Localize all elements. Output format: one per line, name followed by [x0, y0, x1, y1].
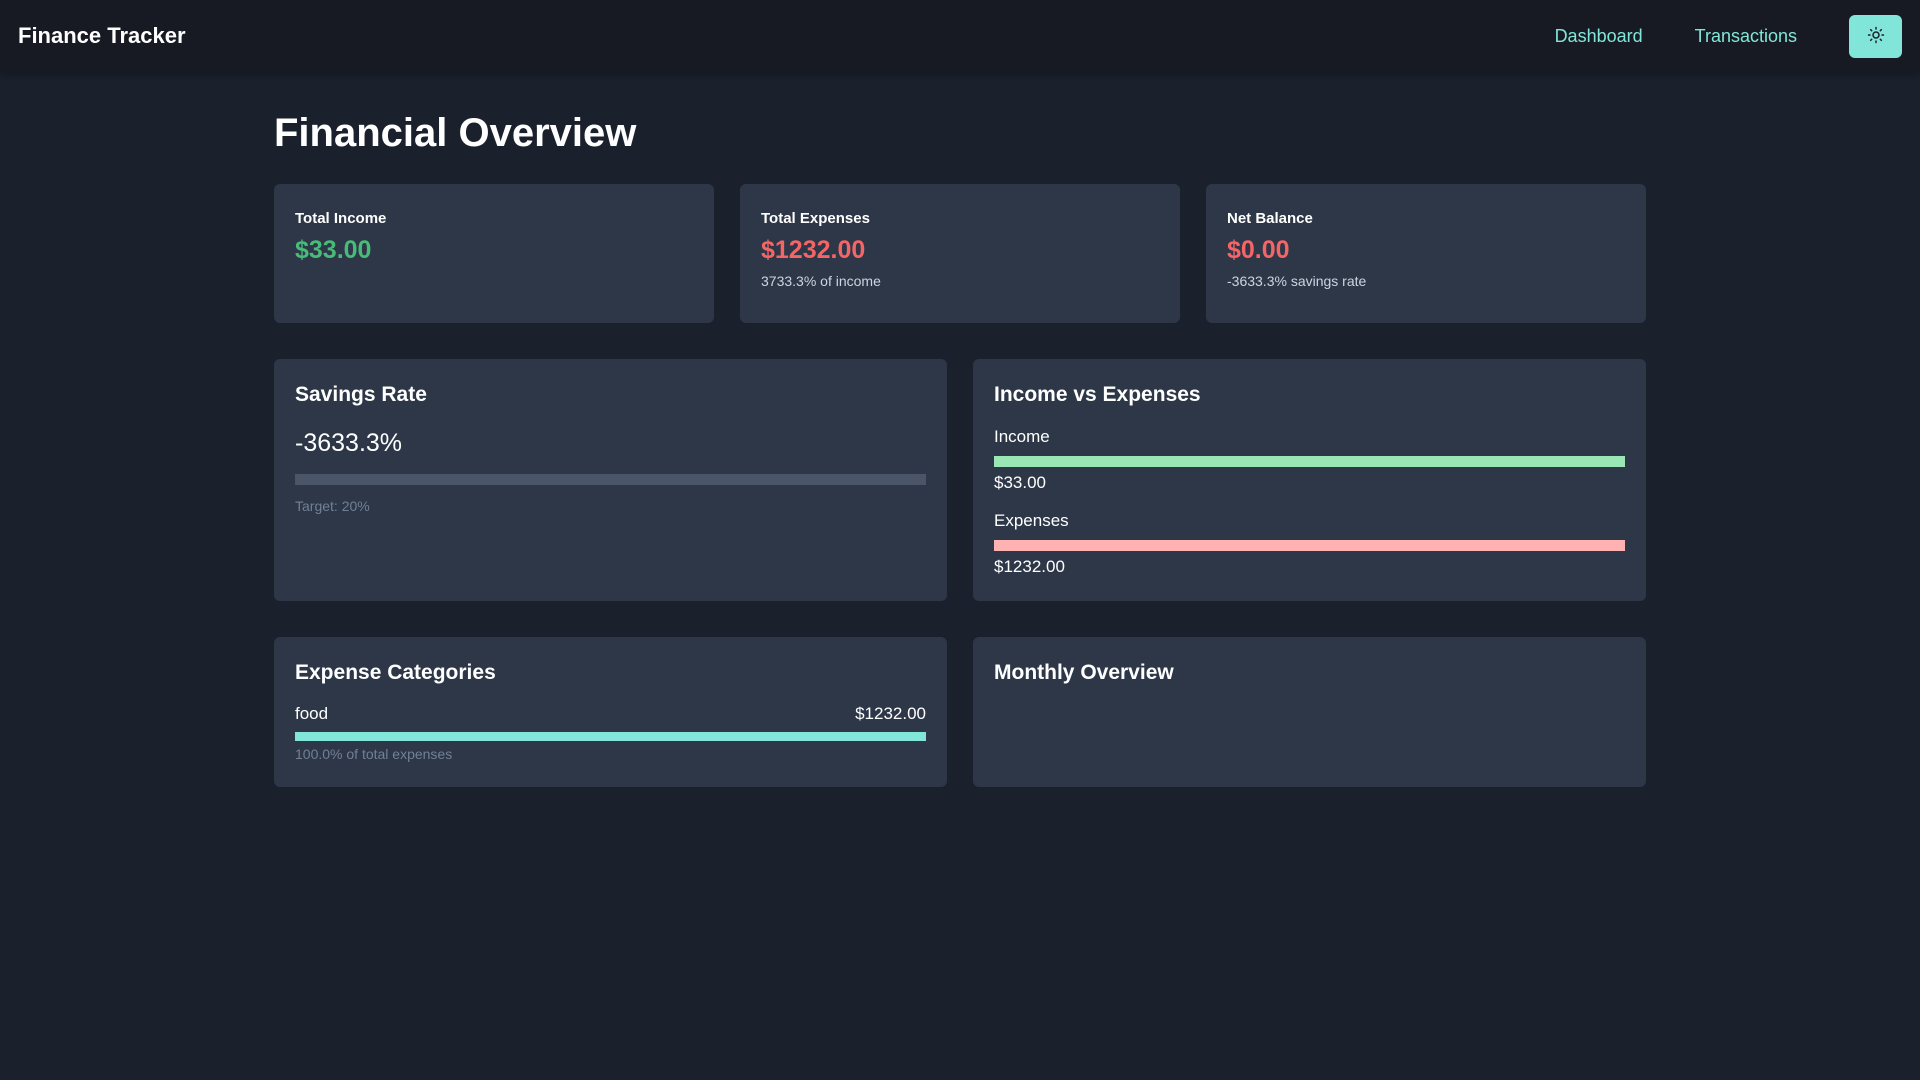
category-progress-fill — [295, 732, 926, 741]
monthly-overview-title: Monthly Overview — [994, 661, 1174, 684]
details-row: Expense Categories food $1232.00 100.0% … — [274, 637, 1646, 787]
income-bar — [994, 456, 1625, 467]
page-title: Financial Overview — [274, 111, 637, 155]
total-expenses-help: 3733.3% of income — [761, 273, 881, 289]
category-share: 100.0% of total expenses — [295, 746, 453, 762]
income-vs-expenses-title: Income vs Expenses — [994, 383, 1201, 406]
expense-categories-panel: Expense Categories food $1232.00 100.0% … — [274, 637, 947, 787]
monthly-overview-panel: Monthly Overview — [973, 637, 1646, 787]
income-bar-label: Income — [994, 427, 1050, 446]
income-bar-value: $33.00 — [994, 473, 1046, 492]
nav-link-transactions[interactable]: Transactions — [1694, 25, 1797, 46]
net-balance-help: -3633.3% savings rate — [1227, 273, 1367, 289]
savings-progress-bar — [295, 474, 926, 485]
expenses-bar-fill — [994, 540, 1625, 551]
category-progress-bar — [295, 732, 926, 741]
app-title: Finance Tracker — [18, 23, 186, 48]
expenses-bar-label: Expenses — [994, 511, 1069, 530]
main-content: Financial Overview Total Income $33.00 T… — [274, 72, 1646, 787]
income-vs-expenses-panel: Income vs Expenses Income $33.00 Expense… — [973, 359, 1646, 601]
total-expenses-card: Total Expenses $1232.00 3733.3% of incom… — [740, 184, 1180, 323]
net-balance-value: $0.00 — [1227, 236, 1290, 264]
stats-row: Total Income $33.00 Total Expenses $1232… — [274, 184, 1646, 323]
savings-rate-value: -3633.3% — [295, 429, 403, 457]
top-navbar: Finance Tracker Dashboard Transactions — [0, 0, 1920, 72]
total-income-value: $33.00 — [295, 236, 372, 264]
charts-row: Savings Rate -3633.3% Target: 20% Income… — [274, 359, 1646, 601]
expense-categories-title: Expense Categories — [295, 661, 496, 684]
expenses-bar — [994, 540, 1625, 551]
theme-toggle-button[interactable] — [1849, 14, 1902, 58]
sun-icon — [1867, 26, 1885, 47]
total-income-label: Total Income — [295, 210, 387, 227]
category-amount: $1232.00 — [855, 704, 926, 723]
savings-target: Target: 20% — [295, 498, 370, 514]
savings-rate-panel: Savings Rate -3633.3% Target: 20% — [274, 359, 947, 601]
net-balance-label: Net Balance — [1227, 210, 1313, 227]
expenses-bar-value: $1232.00 — [994, 557, 1065, 576]
net-balance-card: Net Balance $0.00 -3633.3% savings rate — [1206, 184, 1646, 323]
savings-rate-title: Savings Rate — [295, 383, 427, 406]
category-name: food — [295, 704, 329, 723]
total-expenses-label: Total Expenses — [761, 210, 870, 227]
nav-link-dashboard[interactable]: Dashboard — [1554, 25, 1643, 46]
income-bar-fill — [994, 456, 1625, 467]
total-expenses-value: $1232.00 — [761, 236, 866, 264]
category-row: food $1232.00 — [295, 704, 926, 724]
total-income-card: Total Income $33.00 — [274, 184, 714, 323]
nav-right: Dashboard Transactions — [1554, 14, 1902, 58]
